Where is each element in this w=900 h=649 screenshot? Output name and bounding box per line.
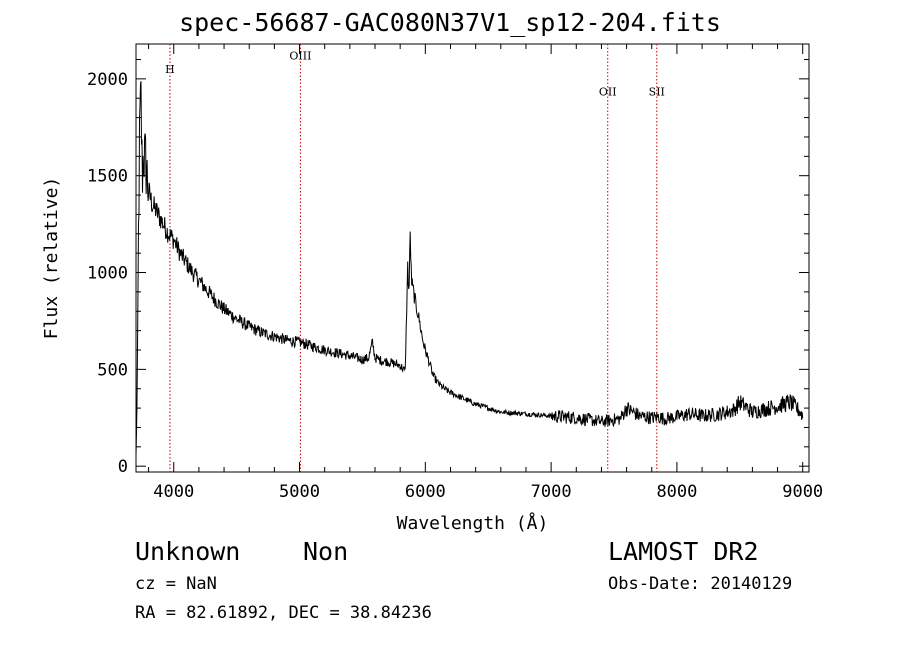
redshift-label: cz = NaN	[135, 574, 217, 594]
plot-frame	[135, 43, 810, 473]
emission-line-label: H	[165, 63, 175, 76]
y-axis-label: Flux (relative)	[41, 177, 62, 340]
object-class: Unknown	[135, 537, 241, 566]
y-tick-label: 2000	[87, 70, 128, 90]
x-tick-label: 9000	[782, 482, 823, 502]
object-subclass: Non	[303, 537, 349, 566]
spectrum-line	[135, 81, 804, 456]
y-tick-label: 500	[97, 360, 128, 380]
survey-label: LAMOST DR2	[608, 537, 759, 566]
x-tick-label: 5000	[279, 482, 320, 502]
y-tick-label: 1500	[87, 167, 128, 187]
ra-dec-label: RA = 82.61892, DEC = 38.84236	[135, 603, 432, 623]
y-tick-label: 0	[118, 457, 128, 477]
x-axis-label: Wavelength (Å)	[397, 512, 549, 534]
x-tick-label: 4000	[153, 482, 194, 502]
chart-title: spec-56687-GAC080N37V1_sp12-204.fits	[179, 8, 721, 37]
emission-line-label: OII	[599, 85, 617, 98]
x-tick-label: 7000	[531, 482, 572, 502]
obs-date-label: Obs-Date: 20140129	[608, 574, 793, 594]
emission-line-label: OIII	[289, 49, 311, 62]
emission-line-label: SII	[649, 85, 665, 98]
x-tick-label: 6000	[405, 482, 446, 502]
x-tick-label: 8000	[656, 482, 697, 502]
y-tick-label: 1000	[87, 264, 128, 284]
